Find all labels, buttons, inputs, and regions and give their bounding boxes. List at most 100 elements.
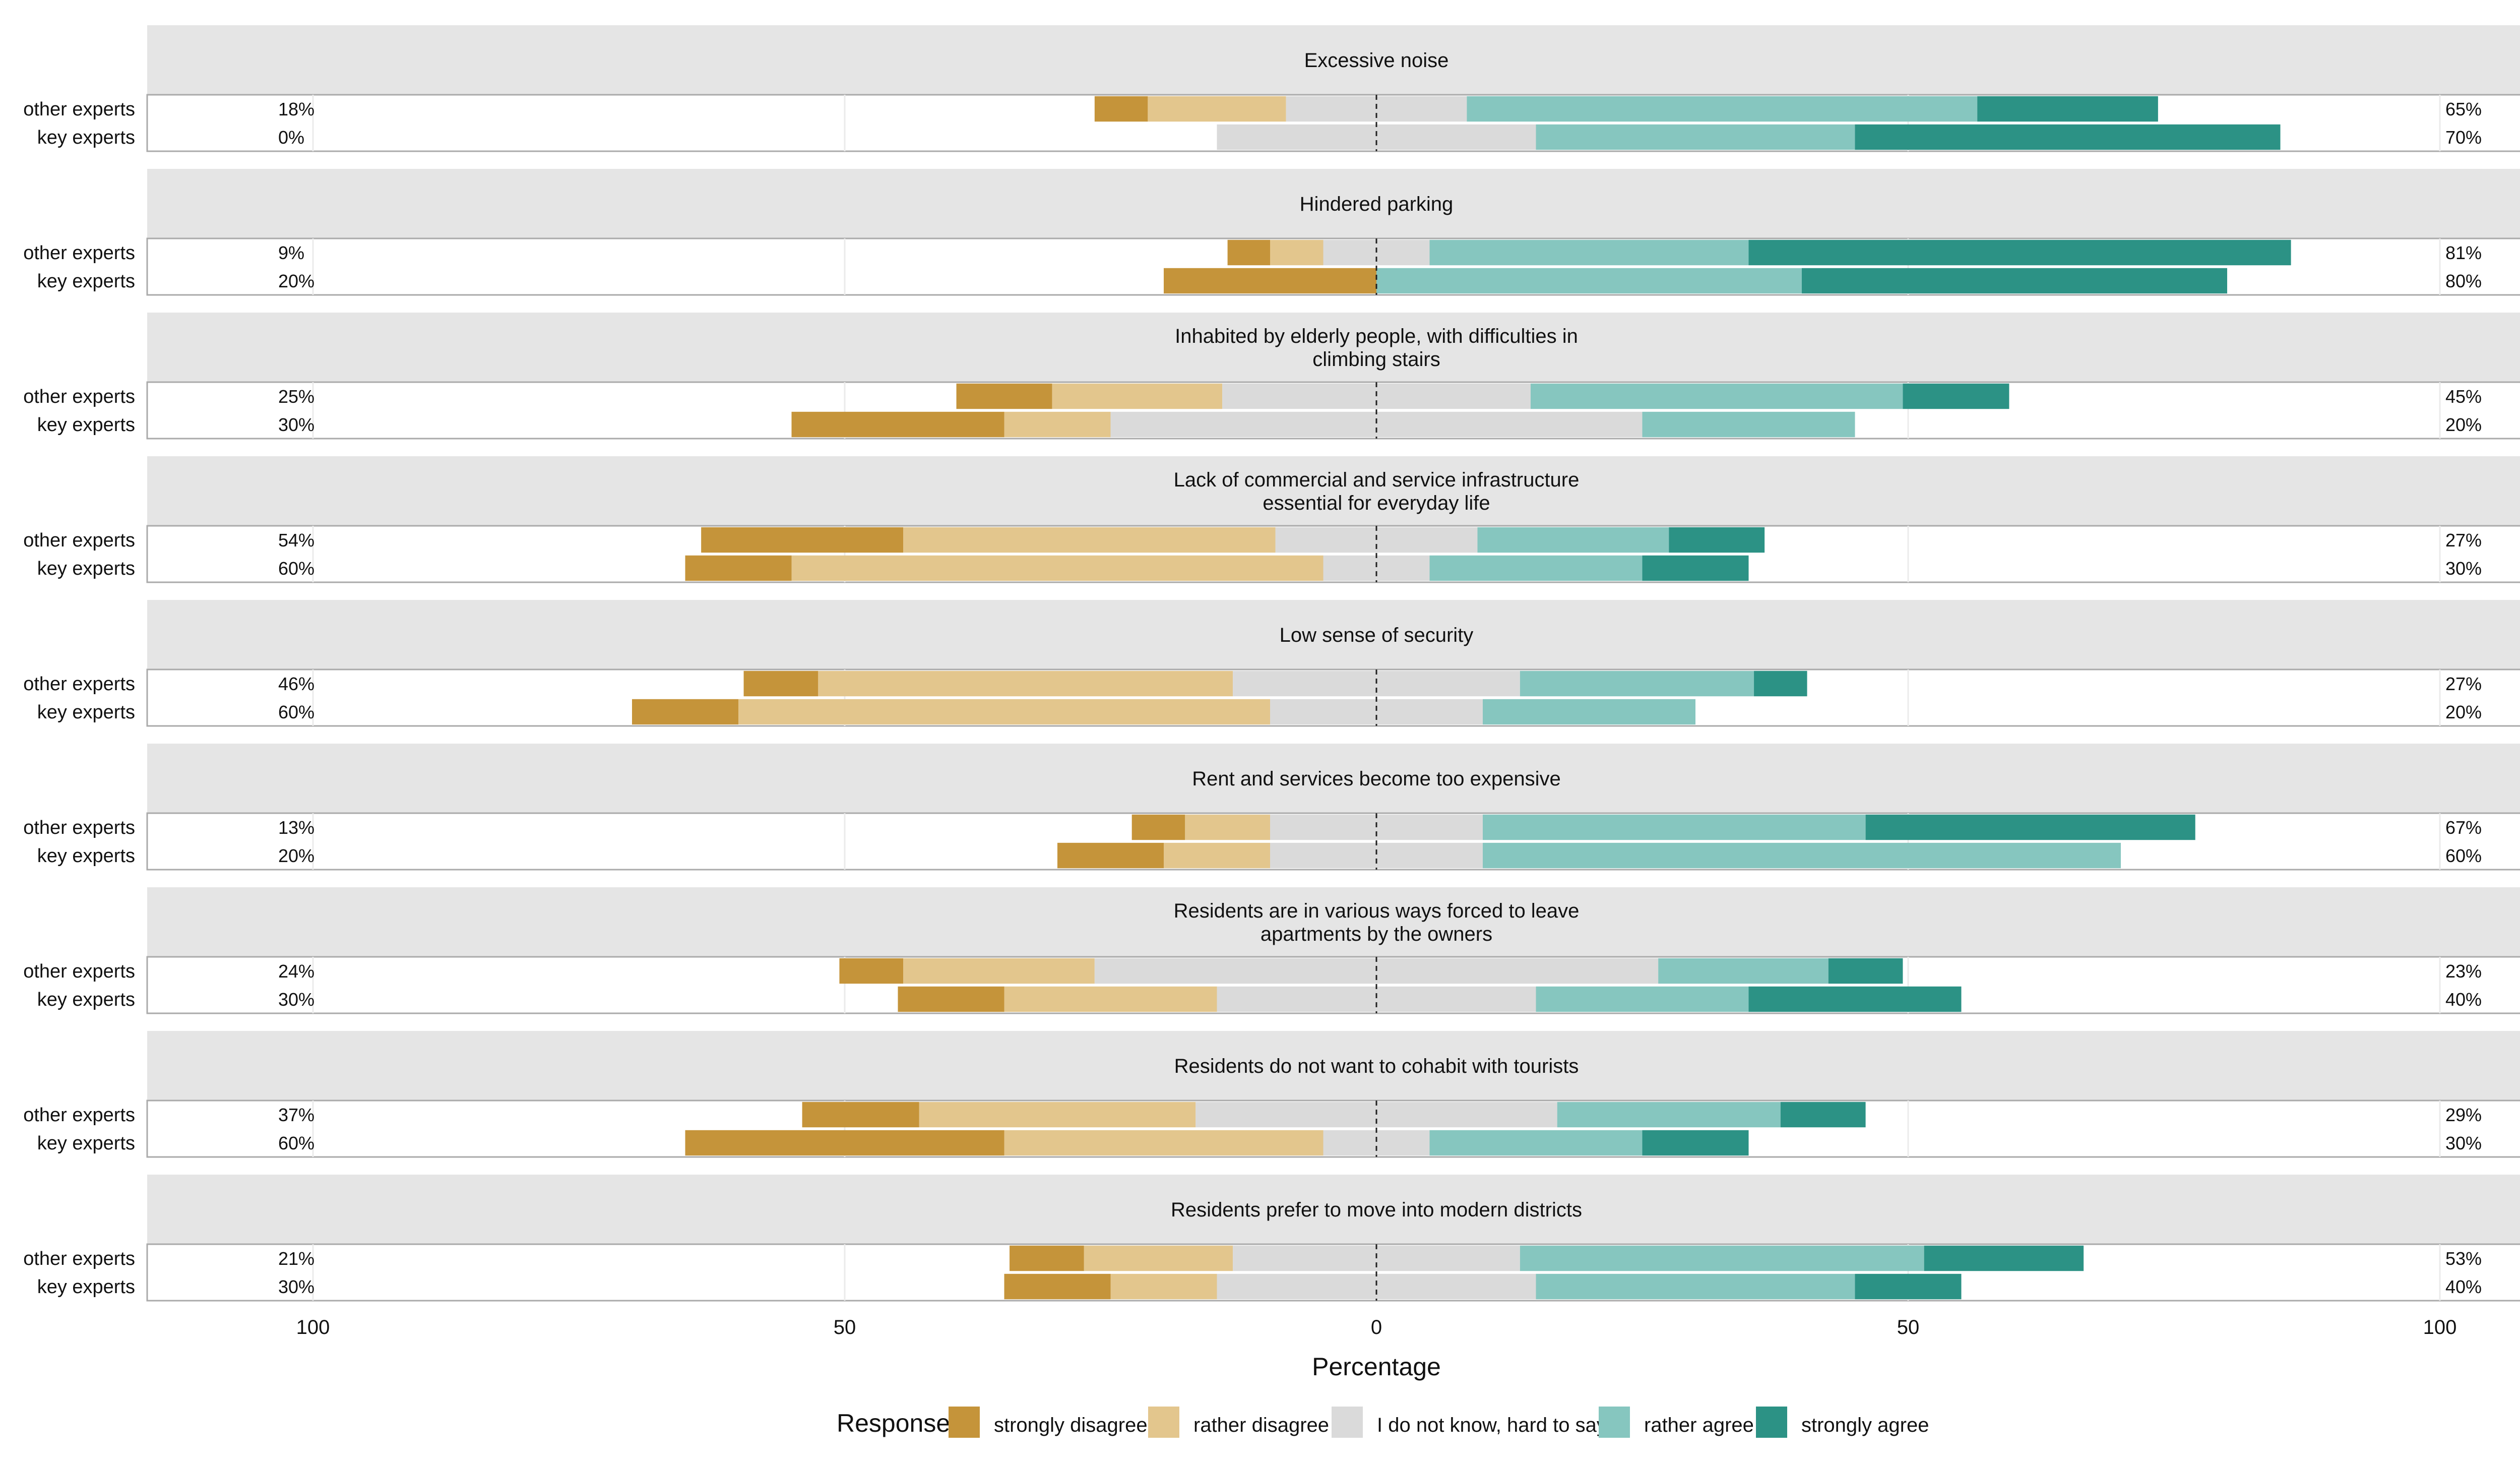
bar-strongly-agree xyxy=(1924,1245,2084,1271)
group-label: other experts xyxy=(23,674,135,695)
right-percentage: 27% xyxy=(2445,674,2482,694)
group-label: key experts xyxy=(37,414,135,436)
bar-rather-disagree xyxy=(1148,96,1286,122)
bar-strongly-disagree xyxy=(743,670,818,697)
right-percentage: 81% xyxy=(2445,242,2482,263)
panel-strip xyxy=(147,1175,2520,1244)
panel-strip xyxy=(147,1031,2520,1101)
group-label: key experts xyxy=(37,702,135,723)
panel-title: essential for everyday life xyxy=(1263,492,1490,514)
bar-rather-disagree xyxy=(1185,814,1270,840)
bar-strongly-agree xyxy=(1642,555,1749,581)
bar-rather-agree xyxy=(1536,986,1749,1012)
left-percentage: 20% xyxy=(278,845,314,866)
bar-rather-disagree xyxy=(1004,411,1111,438)
panel-strip xyxy=(147,313,2520,382)
bar-rather-agree xyxy=(1483,699,1695,725)
bar-i-do-not-know-hard-to-say xyxy=(1217,124,1536,150)
panel-frame xyxy=(146,668,2520,727)
bar-strongly-agree xyxy=(1642,1130,1749,1156)
bar-rather-disagree xyxy=(1270,239,1324,266)
panel-title: Lack of commercial and service infrastru… xyxy=(1174,469,1580,491)
bar-rather-agree xyxy=(1557,1102,1781,1128)
legend-swatch-rather-disagree xyxy=(1148,1407,1179,1438)
bar-rather-disagree xyxy=(903,958,1095,984)
bar-strongly-disagree xyxy=(1227,239,1270,266)
bar-i-do-not-know-hard-to-say xyxy=(1323,555,1430,581)
group-label: key experts xyxy=(37,1276,135,1298)
bar-strongly-disagree xyxy=(791,411,1004,438)
group-label: key experts xyxy=(37,127,135,148)
left-percentage: 25% xyxy=(278,386,314,407)
right-percentage: 20% xyxy=(2445,702,2482,722)
bar-strongly-agree xyxy=(1754,670,1807,697)
bar-strongly-agree xyxy=(1748,239,2291,266)
bar-strongly-disagree xyxy=(802,1102,919,1128)
left-percentage: 13% xyxy=(278,817,314,838)
bar-rather-disagree xyxy=(1052,383,1223,409)
left-percentage: 46% xyxy=(278,674,314,694)
bar-rather-disagree xyxy=(1004,986,1217,1012)
right-percentage: 60% xyxy=(2445,845,2482,866)
panel-title: apartments by the owners xyxy=(1261,923,1492,945)
group-label: other experts xyxy=(23,386,135,407)
panel-strip xyxy=(147,600,2520,669)
bar-strongly-disagree xyxy=(632,699,738,725)
right-percentage: 20% xyxy=(2445,414,2482,435)
left-percentage: 30% xyxy=(278,989,314,1010)
group-label: other experts xyxy=(23,242,135,264)
right-percentage: 53% xyxy=(2445,1248,2482,1269)
bar-strongly-disagree xyxy=(898,986,1004,1012)
group-label: other experts xyxy=(23,817,135,838)
group-label: key experts xyxy=(37,989,135,1010)
bar-strongly-agree xyxy=(1780,1102,1866,1128)
panel-frame xyxy=(146,381,2520,440)
legend-swatch-strongly-disagree xyxy=(949,1407,980,1438)
legend-label: rather agree xyxy=(1644,1414,1754,1436)
legend-swatch-rather-agree xyxy=(1599,1407,1630,1438)
x-tick-label: 100 xyxy=(2423,1316,2457,1338)
bar-rather-agree xyxy=(1536,124,1855,150)
bar-i-do-not-know-hard-to-say xyxy=(1270,842,1483,869)
bar-strongly-agree xyxy=(1977,96,2158,122)
group-label: other experts xyxy=(23,530,135,551)
bar-rather-disagree xyxy=(738,699,1270,725)
left-percentage: 18% xyxy=(278,99,314,119)
right-percentage: 40% xyxy=(2445,989,2482,1010)
x-tick-label: 50 xyxy=(834,1316,856,1338)
panel-title: climbing stairs xyxy=(1312,348,1440,371)
left-percentage: 9% xyxy=(278,242,304,263)
left-percentage: 60% xyxy=(278,702,314,722)
bar-strongly-agree xyxy=(1855,1273,1962,1300)
bar-i-do-not-know-hard-to-say xyxy=(1217,1273,1536,1300)
x-tick-label: 50 xyxy=(1897,1316,1920,1338)
bar-rather-agree xyxy=(1429,555,1643,581)
bar-strongly-agree xyxy=(1903,383,2009,409)
bar-strongly-agree xyxy=(1865,814,2195,840)
left-percentage: 30% xyxy=(278,414,314,435)
bar-rather-disagree xyxy=(903,527,1276,553)
right-percentage: 67% xyxy=(2445,817,2482,838)
panel-title: Excessive noise xyxy=(1304,49,1449,72)
bar-rather-agree xyxy=(1483,814,1866,840)
bar-rather-disagree xyxy=(1110,1273,1217,1300)
group-label: key experts xyxy=(37,271,135,292)
bar-rather-agree xyxy=(1520,670,1754,697)
panel-title: Residents do not want to cohabit with to… xyxy=(1174,1055,1579,1077)
bar-strongly-disagree xyxy=(1010,1245,1084,1271)
panel-title: Hindered parking xyxy=(1300,193,1454,215)
legend-swatch-i-do-not-know-hard-to-say xyxy=(1332,1407,1363,1438)
left-percentage: 54% xyxy=(278,530,314,551)
bar-rather-agree xyxy=(1536,1273,1855,1300)
panel-title: Low sense of security xyxy=(1280,624,1474,646)
bar-rather-agree xyxy=(1658,958,1829,984)
legend-label: I do not know, hard to say xyxy=(1377,1414,1607,1436)
legend-label: strongly disagree xyxy=(994,1414,1148,1436)
bar-rather-disagree xyxy=(1164,842,1270,869)
bar-rather-agree xyxy=(1429,1130,1643,1156)
group-label: other experts xyxy=(23,99,135,120)
panel-strip xyxy=(147,744,2520,813)
left-percentage: 60% xyxy=(278,1133,314,1153)
right-percentage: 40% xyxy=(2445,1276,2482,1297)
